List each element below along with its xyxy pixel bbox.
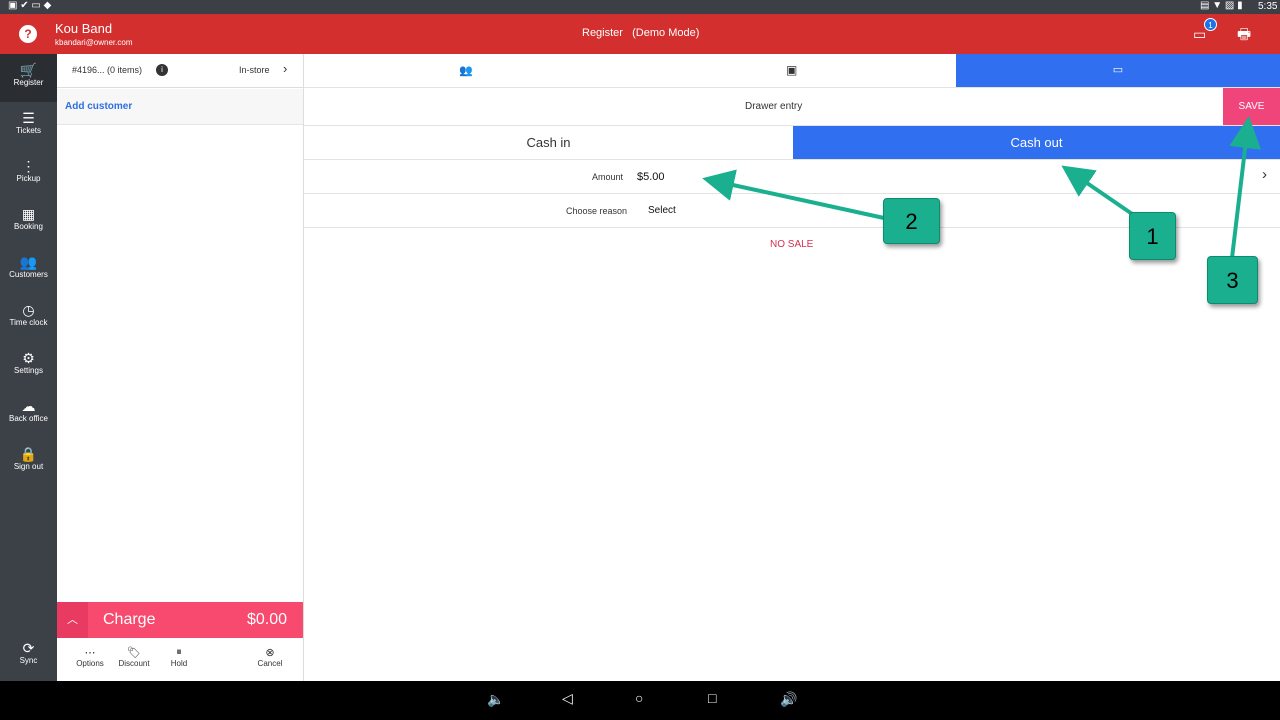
hold-button[interactable]: ⏸ Hold [166,646,192,668]
tab-drawer[interactable]: ▭ [956,54,1280,87]
ticket-header[interactable]: #4196... (0 items) i In-store › [57,54,303,88]
add-customer-link[interactable]: Add customer [65,101,133,112]
charge-button[interactable]: ︿ Charge $0.00 [57,602,303,638]
reason-label: Choose reason [565,206,627,216]
devices-icon[interactable]: ▭ [1193,26,1207,42]
sidebar-item-settings[interactable]: ⚙ Settings [0,342,57,390]
list-icon: ☰ [22,110,35,126]
recents-icon[interactable]: □ [708,690,717,706]
page-title: Register (Demo Mode) [582,27,700,39]
cancel-button[interactable]: ⊗ Cancel [255,646,285,668]
add-customer-row: Add customer [57,89,303,125]
clock-icon: ◷ [22,302,35,318]
volume-down-icon[interactable]: 🔈 [487,691,505,707]
charge-label: Charge [103,611,156,628]
gallery-icon: ▣ [786,63,798,77]
reason-select[interactable]: Select [648,205,676,216]
ticket-panel: #4196... (0 items) i In-store › Add cust… [57,54,304,681]
cash-out-button[interactable]: Cash out [793,126,1280,159]
charge-amount: $0.00 [246,611,287,628]
calendar-icon: ▦ [21,206,36,222]
options-icon: ⋯ [84,647,96,659]
cloud-icon: ☁ [21,398,36,414]
tab-gallery[interactable]: ▣ [786,63,797,77]
close-icon: ⊗ [265,647,275,659]
arrow-1 [1061,165,1140,220]
arrow-2 [702,169,885,220]
back-icon[interactable]: ◁ [562,690,573,706]
options-button[interactable]: ⋯ Options [76,647,104,668]
gear-icon: ⚙ [22,350,35,366]
volume-up-icon[interactable]: 🔊 [780,691,798,707]
sidebar-item-sign-out[interactable]: 🔒 Sign out [0,438,57,486]
chevron-up-icon[interactable]: ︿ [57,602,88,638]
discount-button[interactable]: 🏷 Discount [118,647,150,668]
status-bar: ▣ ✔ ▭ ◆ ▤ ▼ ▨ ▮ 5:35 [0,0,1280,14]
callout-3: 3 [1207,256,1258,304]
amount-value[interactable]: $5.00 [637,171,665,183]
people-icon: 👥 [459,65,473,77]
sync-button[interactable]: ⟳ Sync [0,632,57,680]
sidebar-item-tickets[interactable]: ☰ Tickets [0,102,57,150]
help-icon[interactable]: ? [19,25,37,43]
sidebar-item-booking[interactable]: ▦ Booking [0,198,57,246]
sidebar-item-register[interactable]: 🛒 Register [0,54,57,102]
sidebar-item-back-office[interactable]: ☁ Back office [0,390,57,438]
chevron-right-icon: › [1262,166,1267,183]
home-icon[interactable]: ○ [635,690,644,706]
cart-icon: 🛒 [19,62,38,78]
reason-row[interactable]: Choose reason Select [304,194,1280,228]
sidebar-item-pickup[interactable]: ⋮ Pickup [0,150,57,198]
cash-toggle: Cash in Cash out [304,126,1280,160]
sidebar-item-customers[interactable]: 👥 Customers [0,246,57,294]
system-icons: ▤ ▼ ▨ ▮ [1200,0,1243,11]
app-header: ? Kou Band kbandari@owner.com Register (… [0,14,1280,54]
arrow-3 [1229,116,1262,259]
notification-icons: ▣ ✔ ▭ ◆ [8,0,52,11]
callout-2: 2 [883,198,940,244]
traffic-icon: ⋮ [21,158,36,174]
callout-1: 1 [1129,212,1176,260]
chevron-right-icon: › [283,61,288,76]
amount-row[interactable]: Amount $5.00 › [304,160,1280,194]
amount-label: Amount [591,172,623,182]
ticket-id: #4196... (0 items) [72,65,143,75]
sidebar-item-time-clock[interactable]: ◷ Time clock [0,294,57,342]
info-icon[interactable]: i [156,64,168,76]
user-email: kbandari@owner.com [55,38,133,47]
android-nav-bar: 🔈 ◁ ○ □ 🔊 [0,681,1280,720]
tab-customers[interactable]: 👥 [459,64,473,77]
sidebar: 🛒 Register ☰ Tickets ⋮ Pickup ▦ Booking 👥 Cus… [0,54,57,681]
device-badge: 1 [1204,18,1217,31]
cash-in-button[interactable]: Cash in [526,135,571,150]
no-sale-button[interactable]: NO SALE [770,239,814,250]
demo-mode: (Demo Mode) [632,27,700,39]
drawer-title: Drawer entry [745,101,803,112]
lock-icon: 🔒 [19,446,38,462]
print-icon[interactable]: 🖶 [1237,26,1252,43]
clock: 5:35 [1258,1,1278,12]
pause-icon: ⏸ [176,646,182,658]
sync-icon: ⟳ [22,640,35,656]
user-name: Kou Band [55,21,113,36]
people-icon: 👥 [19,254,38,270]
tab-bar: 👥 ▣ ▭ [304,54,1280,88]
drawer-panel: 👥 ▣ ▭ Drawer entry SAVE Cash in Cash out… [304,54,1280,681]
ticket-type: In-store [239,65,270,75]
drawer-icon: ▭ [1112,64,1124,76]
tag-icon: 🏷 [127,647,141,659]
